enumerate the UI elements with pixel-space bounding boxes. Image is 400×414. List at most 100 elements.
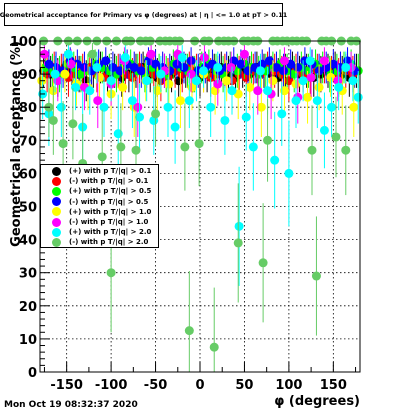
data-point: [222, 76, 232, 86]
data-point: [163, 102, 173, 112]
x-axis-label: φ (degrees): [274, 394, 360, 409]
data-point: [245, 82, 255, 92]
data-point: [199, 53, 209, 63]
y-tick-label: 80: [19, 101, 37, 116]
y-tick-label: 30: [19, 267, 37, 282]
data-point: [263, 86, 273, 96]
legend-label: (+) with p T/|q| > 0.1: [69, 167, 152, 176]
data-point: [213, 62, 223, 72]
legend: (+) with p T/|q| > 0.1 (-) with p T/|q| >…: [40, 164, 159, 248]
x-tick-label: 50: [235, 378, 253, 393]
x-tick-label: -50: [144, 378, 168, 393]
data-point: [127, 96, 137, 106]
data-point: [135, 112, 145, 122]
y-tick-label: 40: [19, 234, 37, 249]
x-tick-label: -150: [50, 378, 83, 393]
data-point: [97, 152, 107, 162]
legend-label: (-) with p T/|q| > 0.1: [69, 177, 149, 186]
data-point: [234, 221, 244, 231]
y-tick-label: 0: [28, 366, 37, 381]
data-point: [179, 62, 189, 72]
data-point: [239, 49, 249, 59]
data-point: [271, 62, 281, 72]
data-point: [258, 258, 268, 268]
data-point: [213, 79, 223, 89]
data-point: [307, 145, 317, 155]
data-point: [279, 56, 289, 66]
tick-labels: -150 -100 -50 0 50 100 150 0 10 20 30 40 50 60 70 80 90 1…: [10, 35, 347, 393]
legend-entry: (+) with p T/|q| > 0.5: [43, 186, 156, 196]
data-point: [63, 49, 73, 59]
legend-entry: (+) with p T/|q| > 2.0: [43, 227, 156, 237]
data-point: [293, 62, 303, 72]
legend-marker: [52, 227, 61, 237]
data-point: [206, 102, 216, 112]
legend-marker: [52, 186, 61, 196]
legend-label: (+) with p T/|q| > 2.0: [69, 228, 152, 237]
data-point: [298, 76, 308, 86]
legend-label: (-) with p T/|q| > 1.0: [69, 218, 149, 227]
data-point: [106, 268, 116, 278]
y-tick-label: 90: [19, 68, 37, 83]
data-point: [341, 62, 351, 72]
data-point: [191, 76, 201, 86]
data-point: [270, 155, 280, 165]
data-point: [48, 115, 58, 125]
data-point: [177, 53, 187, 63]
title-box: Geometrical acceptance for Primary vs φ …: [0, 3, 287, 26]
y-tick-label: 70: [19, 134, 37, 149]
data-point: [255, 66, 265, 76]
legend-entry: (-) with p T/|q| > 0.5: [43, 197, 156, 207]
data-point: [142, 76, 152, 86]
data-point: [68, 119, 78, 129]
data-point: [129, 62, 139, 72]
data-point: [106, 76, 116, 86]
legend-entry: (+) with p T/|q| > 0.1: [43, 166, 156, 176]
data-point: [311, 271, 321, 281]
data-point: [170, 122, 180, 132]
legend-marker: [52, 176, 61, 186]
data-point: [151, 109, 161, 119]
legend-marker: [52, 237, 61, 247]
legend-label: (+) with p T/|q| > 1.0: [69, 207, 152, 216]
data-point: [353, 92, 363, 102]
data-point: [236, 59, 246, 69]
data-point: [184, 326, 194, 336]
data-point: [348, 76, 358, 86]
data-point: [101, 56, 111, 66]
x-tick-label: 100: [275, 378, 302, 393]
data-point: [284, 168, 294, 178]
data-point: [194, 139, 204, 149]
data-point: [279, 66, 289, 76]
data-point: [319, 56, 329, 66]
data-point: [319, 125, 329, 135]
data-point: [93, 96, 103, 106]
data-point: [253, 86, 263, 96]
data-point: [227, 86, 237, 96]
data-point: [50, 69, 60, 79]
data-point: [303, 92, 313, 102]
legend-entry: (+) with p T/|q| > 1.0: [43, 207, 156, 217]
data-point: [131, 145, 141, 155]
data-point: [312, 96, 322, 106]
series-7: [38, 42, 363, 286]
x-tick-label: 0: [195, 378, 204, 393]
data-point: [333, 76, 343, 86]
y-tick-label: 20: [19, 300, 37, 315]
data-point: [180, 142, 190, 152]
data-point: [326, 72, 336, 82]
data-point: [341, 145, 351, 155]
data-point: [263, 135, 273, 145]
y-tick-label: 10: [19, 333, 37, 348]
legend-label: (-) with p T/|q| > 0.5: [69, 197, 149, 206]
data-point: [331, 132, 341, 142]
legend-label: (-) with p T/|q| > 2.0: [69, 238, 149, 247]
data-point: [136, 66, 146, 76]
data-point: [327, 102, 337, 112]
legend-marker: [52, 207, 61, 217]
data-point: [209, 342, 219, 352]
x-tick-label: -100: [95, 378, 128, 393]
data-point: [241, 112, 251, 122]
data-point: [277, 109, 287, 119]
